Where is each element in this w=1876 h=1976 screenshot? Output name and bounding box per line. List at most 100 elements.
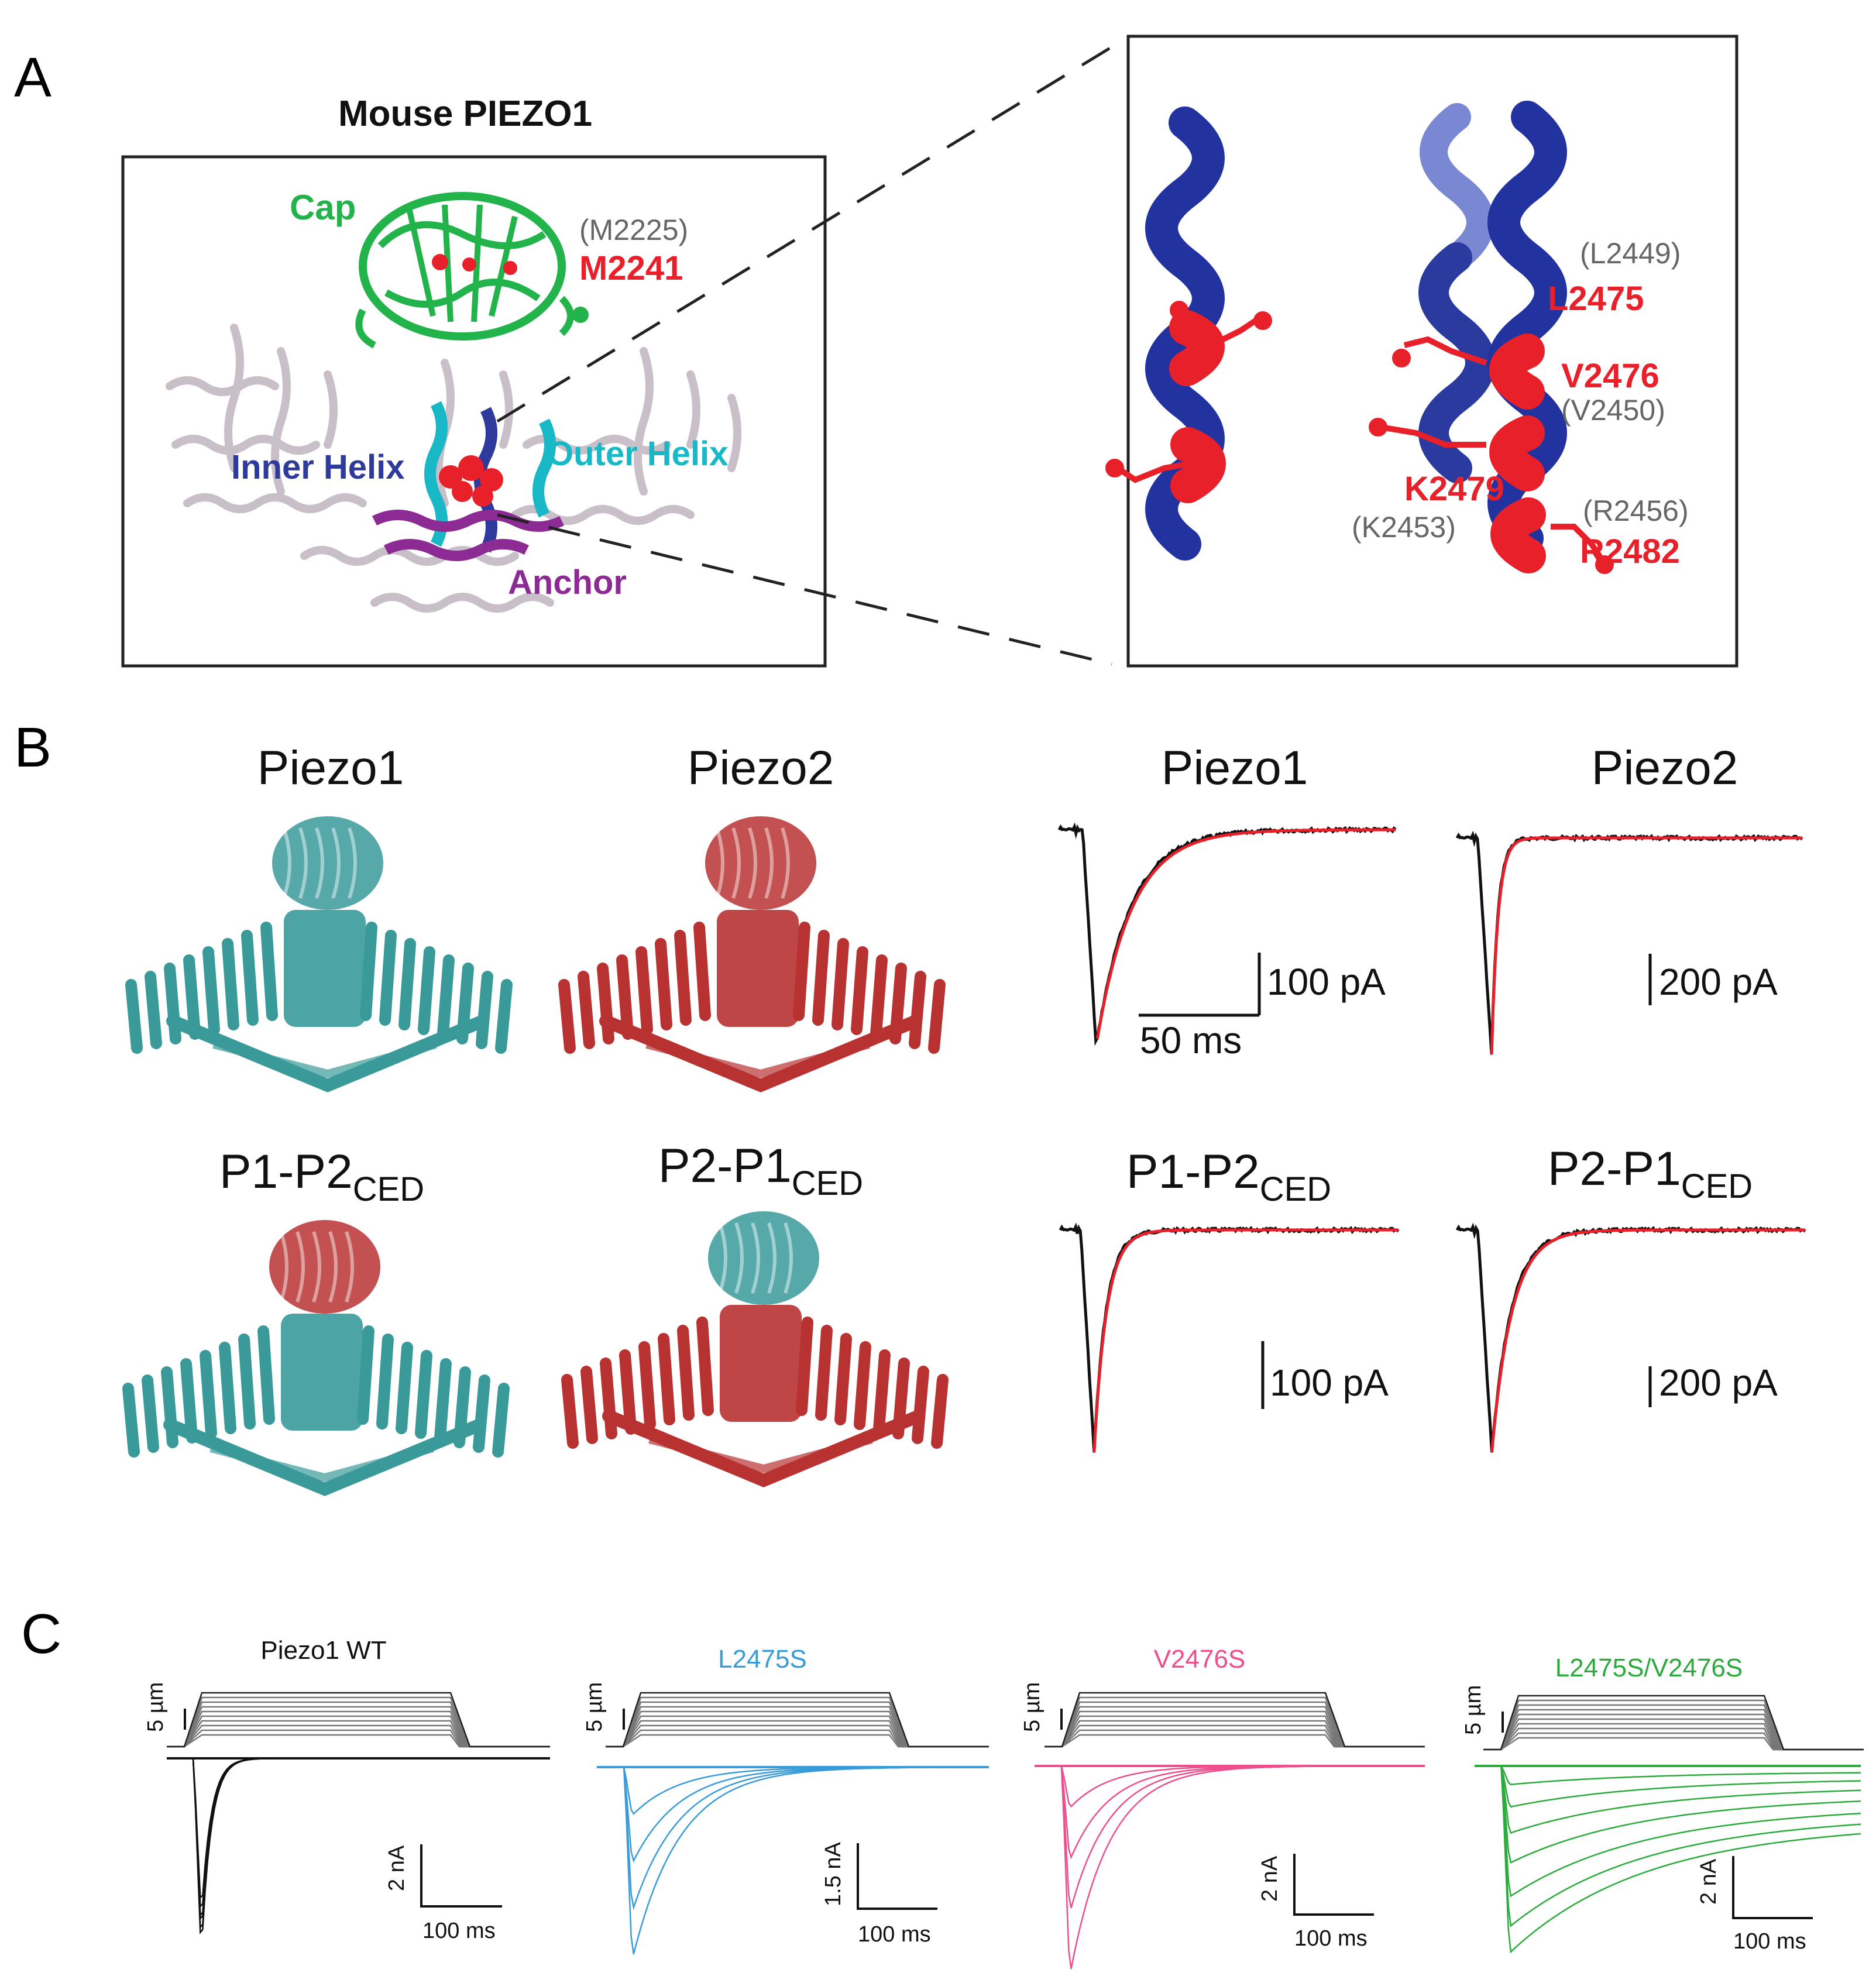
blade-helix [398,938,416,1030]
blade-helix [658,1333,675,1425]
displacement-step [167,1724,550,1748]
structure-pore [284,910,366,1027]
blade-helix [357,1325,374,1425]
displacement-step [167,1706,550,1748]
displacement-step [1044,1734,1425,1748]
displacement-step [1483,1699,1864,1751]
blade-helix [909,971,926,1049]
blade-helix [558,979,576,1054]
displacement-step [1483,1723,1864,1751]
cap-strand [282,827,291,899]
anchor-label: Anchor [508,563,627,602]
displacement-step [1483,1695,1864,1751]
current-sweep [1035,1765,1425,1808]
trace-piezo2 [1455,830,1803,1055]
blade-helix [931,1374,949,1449]
blade-helix [238,1334,256,1429]
structure-beam-inner [648,1435,873,1473]
zoomed-helices [1145,101,1567,573]
current-sweep [1475,1765,1861,1808]
disp-scale-double: 5 µm [1461,1685,1486,1735]
displacement-step [606,1701,989,1748]
cap-strand [748,827,757,899]
disp-scale-v2476s: 5 µm [1020,1682,1044,1732]
blade-helix [693,922,711,1021]
residue-k2453: (K2453) [1352,511,1456,544]
current-scale-p2-p1ced: 200 pA [1659,1362,1778,1404]
current-sweep [167,1757,550,1899]
trace-title-piezo2: Piezo2 [1592,741,1738,795]
cap-strand [751,1222,760,1294]
disp-scale-l2475s: 5 µm [582,1682,607,1732]
blade-helix [260,922,278,1021]
time-scale-piezo1: 50 ms [1140,1019,1242,1061]
cap-strand [715,827,724,899]
structure-title-piezo2: Piezo2 [688,741,834,795]
current-scale-piezo2: 200 pA [1659,961,1778,1003]
displacement-step [1483,1704,1864,1751]
time-scale-v2476s: 100 ms [1294,1926,1368,1951]
displacement-step [606,1692,989,1748]
stimulus-wt [167,1692,550,1748]
blade-helix [834,1333,852,1425]
time-scale-double: 100 ms [1733,1929,1806,1954]
blade-helix [578,971,595,1049]
blade-helix [619,1349,637,1435]
structure-beam-inner [645,1040,870,1078]
blade-helix [145,971,162,1049]
cap-strand [296,1231,305,1303]
condition-title-wt: Piezo1 WT [260,1636,386,1665]
structure-p1-p2ced [122,1220,510,1496]
current-sweep [1475,1765,1861,1786]
structure-pore [720,1305,802,1422]
cap-strand [312,1231,321,1303]
displacement-step [1483,1737,1864,1751]
trace-piezo1 [1057,822,1397,1046]
residue-l2475: L2475 [1548,280,1644,318]
stimulus-v2476s [1044,1692,1425,1748]
outer-helix-label: Outer Helix [547,435,728,473]
cap-strand [348,827,357,899]
current-trace [1455,830,1803,1055]
exponential-fit [1092,1228,1399,1453]
blade-helix [677,1325,695,1421]
displacement-step [1044,1720,1425,1748]
cap-label: Cap [290,188,356,227]
trace-title-p1-p2ced: P1-P2CED [1126,1145,1331,1208]
scalebar-c-v2476s [1293,1854,1374,1916]
blade-helix [638,1341,656,1430]
residue-m2225: (M2225) [579,214,688,246]
displacement-step [167,1734,550,1748]
pore-module [372,401,565,561]
trace-p1-p2ced [1059,1222,1400,1453]
current-trace [1455,1222,1806,1453]
displacement-step [167,1701,550,1748]
displacement-step [1483,1709,1864,1751]
cap-strand [315,827,324,899]
current-sweep [597,1766,989,1863]
blade-helix [851,946,868,1035]
structure-piezo2 [558,816,946,1092]
exponential-fit [1095,828,1396,1039]
current-sweep [1475,1765,1861,1898]
current-scale-l2475s: 1.5 nA [821,1841,846,1906]
current-sweep [1475,1765,1861,1927]
blade-helix [495,979,513,1054]
displacement-step [606,1734,989,1748]
exponential-fit [1490,1228,1805,1453]
displacement-step [167,1696,550,1748]
blade-helix [418,946,435,1035]
blade-helix [257,1325,275,1425]
cap-strand [331,827,341,899]
blade-helix [202,946,220,1035]
blade-helix [832,938,849,1030]
current-sweep [1475,1765,1861,1864]
cap-domain [355,192,589,349]
structure-cap [272,816,383,910]
blade-helix [928,979,946,1054]
current-sweep [167,1757,550,1908]
blade-helix [183,954,201,1040]
blade-helix [492,1383,510,1458]
current-sweep [1035,1765,1425,1909]
